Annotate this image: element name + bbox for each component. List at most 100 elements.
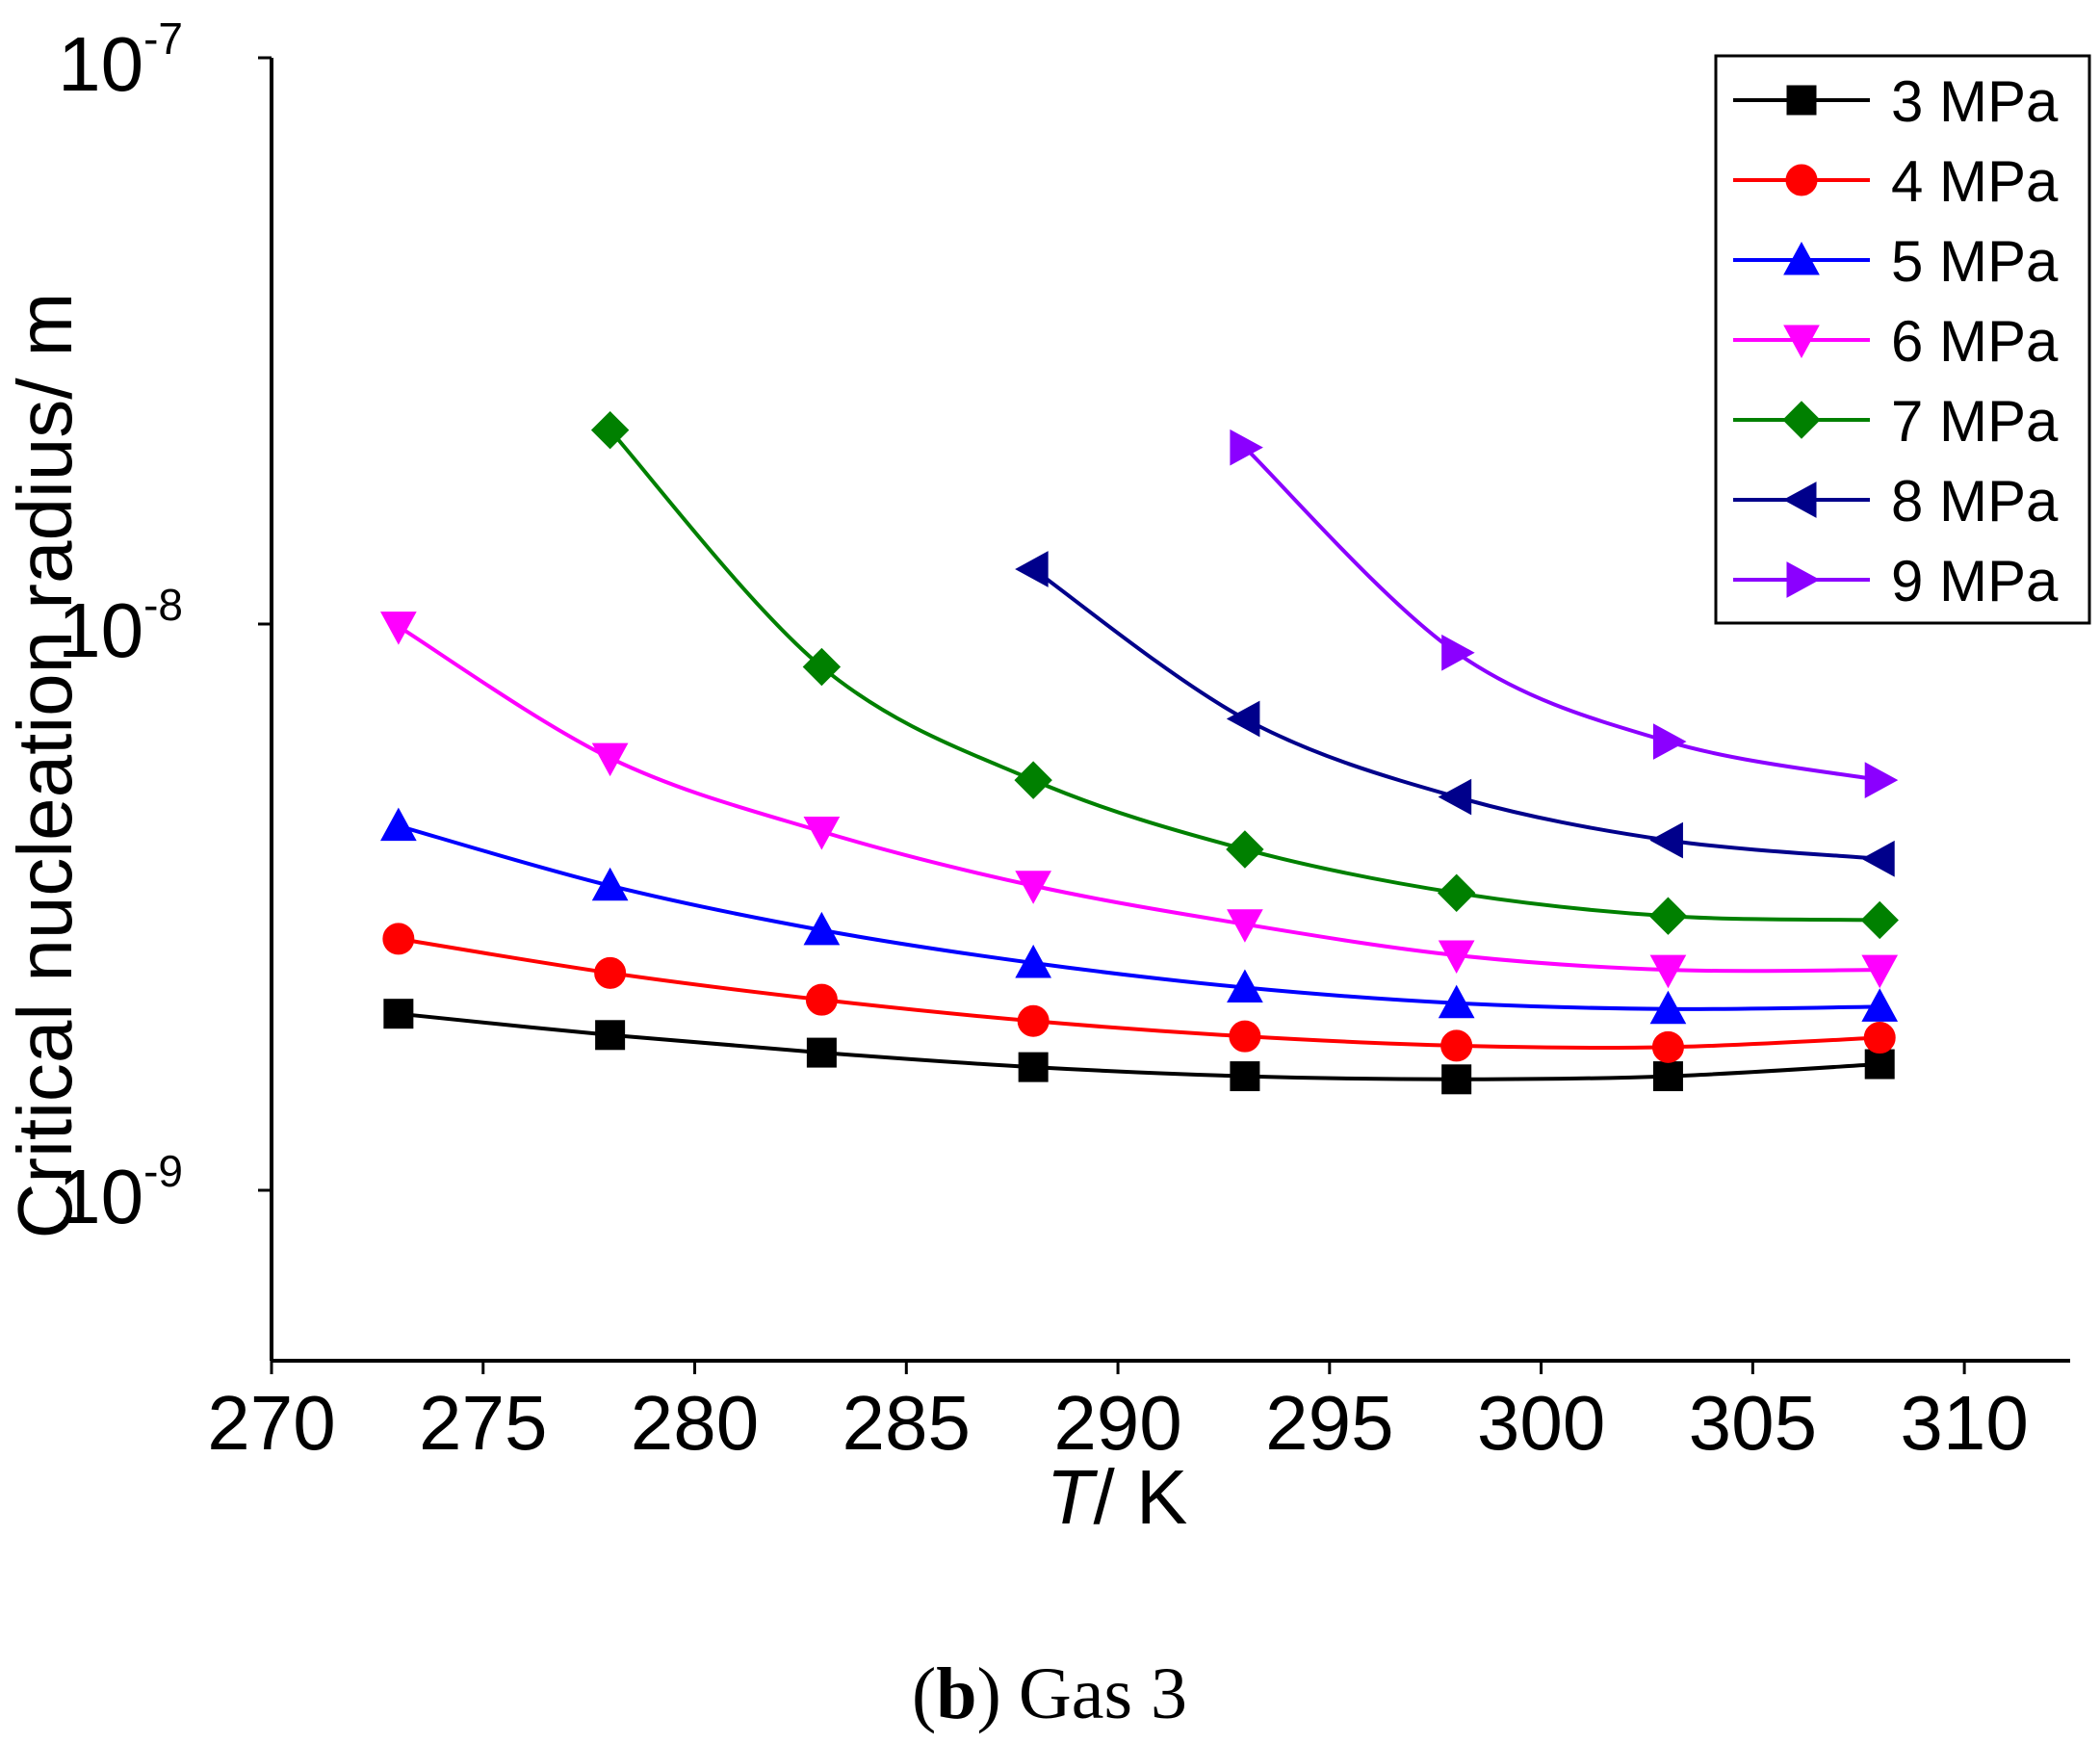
data-point <box>1440 1029 1473 1062</box>
figure-caption: (b) Gas 3 <box>912 1653 1187 1734</box>
data-point <box>802 647 842 687</box>
data-point <box>383 999 414 1029</box>
y-tick-label: 10-8 <box>58 580 183 673</box>
data-point <box>1652 723 1687 760</box>
series-9-mpa <box>1230 429 1899 798</box>
data-point <box>1227 909 1263 943</box>
series-line <box>398 1011 1880 1081</box>
legend-label: 9 MPa <box>1891 549 2059 613</box>
series-line <box>398 936 1880 1050</box>
caption-open-paren: ( <box>912 1653 936 1734</box>
data-point <box>1230 1061 1260 1092</box>
data-point <box>1229 1020 1261 1053</box>
data-point <box>803 911 841 946</box>
data-point <box>1649 954 1687 989</box>
data-point <box>1649 821 1683 859</box>
data-point <box>1864 762 1899 798</box>
legend-entry: 9 MPa <box>1733 549 2059 613</box>
x-tick-label: 280 <box>631 1380 759 1466</box>
data-point <box>803 817 841 850</box>
data-point <box>1226 700 1260 738</box>
x-tick-label: 305 <box>1689 1380 1817 1466</box>
y-tick-label: 10-9 <box>58 1146 183 1239</box>
caption-label: b <box>936 1653 976 1734</box>
data-point <box>1648 897 1688 935</box>
data-point <box>1017 1004 1050 1037</box>
y-tick-exponent: -7 <box>143 13 183 64</box>
legend-entry: 3 MPa <box>1733 69 2059 134</box>
legend-label: 5 MPa <box>1891 229 2059 294</box>
series-4-mpa <box>382 923 1896 1063</box>
y-tick-base: 10 <box>58 21 143 107</box>
legend-entry: 7 MPa <box>1733 389 2059 454</box>
x-tick-label: 270 <box>207 1380 335 1466</box>
series-5-mpa <box>380 807 1899 1025</box>
y-axis-title: Critical nucleation radius/ m <box>2 293 88 1239</box>
legend-label: 3 MPa <box>1891 69 2059 134</box>
series-line <box>398 823 1880 1011</box>
data-point <box>1226 830 1264 869</box>
legend-label: 4 MPa <box>1891 149 2059 214</box>
legend-entry: 5 MPa <box>1733 229 2059 294</box>
data-point <box>1649 990 1687 1025</box>
legend-label: 8 MPa <box>1891 469 2059 534</box>
data-point <box>1437 873 1476 912</box>
data-point <box>1441 1064 1472 1095</box>
data-point <box>591 742 629 777</box>
legend-label: 6 MPa <box>1891 309 2059 374</box>
data-point <box>1652 1061 1683 1092</box>
legend-entry: 6 MPa <box>1733 309 2059 374</box>
data-point <box>591 867 629 901</box>
data-point <box>1441 634 1475 671</box>
data-point <box>1864 1049 1895 1080</box>
data-point <box>380 807 417 842</box>
data-point <box>1861 840 1895 877</box>
x-tick-label: 295 <box>1265 1380 1393 1466</box>
y-tick-exponent: -9 <box>143 1146 183 1196</box>
caption-close-paren: ) <box>977 1653 1001 1734</box>
legend-marker <box>1783 325 1820 359</box>
data-point <box>594 956 627 989</box>
legend-marker <box>1785 164 1818 196</box>
series-3-mpa <box>383 999 1895 1095</box>
data-point <box>595 1020 626 1051</box>
series-8-mpa <box>1015 551 1895 877</box>
data-point <box>1863 1022 1896 1054</box>
y-tick-base: 10 <box>58 1154 143 1239</box>
y-tick-exponent: -8 <box>143 580 183 630</box>
data-point <box>1015 871 1051 904</box>
legend-marker <box>1786 85 1817 116</box>
series-7-mpa <box>590 410 1899 940</box>
x-axis-title: T/ K <box>1047 1454 1188 1540</box>
data-point <box>382 923 415 955</box>
data-point <box>1227 969 1263 1003</box>
data-point <box>1018 1052 1049 1082</box>
legend-marker <box>1782 482 1817 518</box>
legend-label: 7 MPa <box>1891 389 2059 454</box>
series-layer <box>380 410 1899 1095</box>
data-point <box>806 1037 837 1068</box>
series-6-mpa <box>380 612 1899 989</box>
y-tick-base: 10 <box>58 587 143 673</box>
series-line <box>1243 446 1880 783</box>
data-point <box>1015 551 1049 587</box>
data-point <box>805 983 838 1016</box>
y-tick-label: 10-7 <box>58 13 183 107</box>
legend-entry: 8 MPa <box>1733 469 2059 534</box>
x-tick-label: 290 <box>1053 1380 1181 1466</box>
x-tick-label: 275 <box>419 1380 547 1466</box>
data-point <box>1861 954 1899 989</box>
legend-marker <box>1782 401 1821 439</box>
data-point <box>590 410 630 450</box>
legend-entry: 4 MPa <box>1733 149 2059 214</box>
data-point <box>1230 429 1263 466</box>
x-axis-title-unit: / K <box>1094 1454 1188 1540</box>
data-point <box>1014 761 1052 799</box>
legend: 3 MPa 4 MPa 5 MPa 6 MPa 7 MPa 8 MPa 9 MPa <box>1714 54 2091 625</box>
legend-marker <box>1786 561 1821 598</box>
legend-marker <box>1783 241 1820 275</box>
data-point <box>1860 900 1899 940</box>
x-tick-label: 300 <box>1477 1380 1605 1466</box>
x-axis-title-variable: T <box>1047 1454 1099 1540</box>
